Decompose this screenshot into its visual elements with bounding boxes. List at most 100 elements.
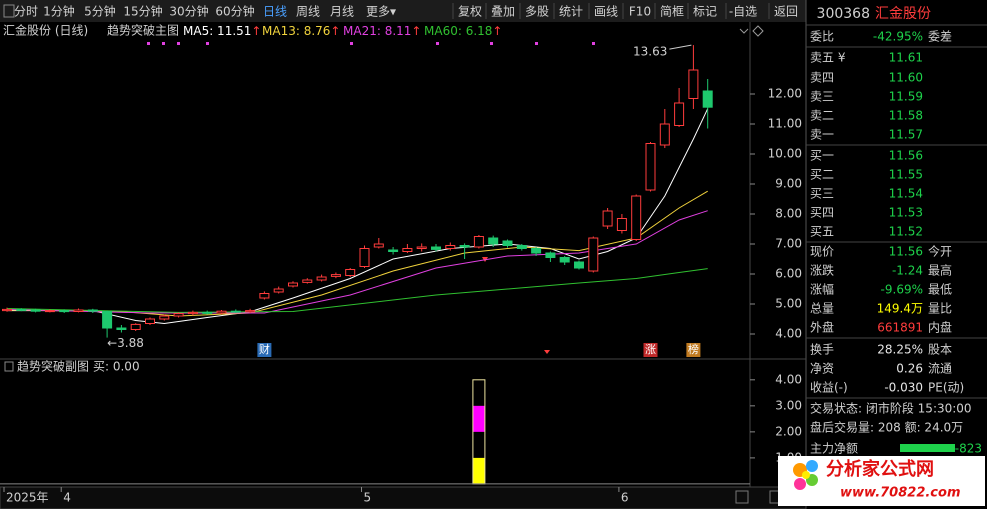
candle-body — [388, 249, 399, 252]
trend-arrow: ↑ — [330, 24, 340, 38]
event-tag: 榜 — [688, 342, 699, 356]
tool-button[interactable]: 简框 — [660, 5, 684, 19]
tool-button[interactable]: 叠加 — [491, 5, 515, 19]
quote-label: 现价 — [810, 245, 834, 259]
event-tag: 财 — [259, 342, 270, 356]
stock-name: 汇金股份 — [875, 6, 931, 22]
candle-body — [674, 102, 685, 126]
signal-marker — [490, 42, 493, 45]
period-tab[interactable]: 分时 — [14, 5, 38, 19]
quote-label: 卖一 — [810, 128, 834, 142]
event-tag-bg — [643, 343, 658, 357]
menu-icon[interactable] — [3, 4, 15, 18]
period-tab[interactable]: 30分钟 — [169, 4, 208, 19]
period-tab[interactable]: 更多▾ — [366, 5, 396, 19]
pane-icon[interactable] — [4, 361, 14, 372]
period-tab[interactable]: 1分钟 — [43, 4, 75, 19]
candle-body — [202, 311, 213, 314]
ma-legend-value: MA21: 8.11 — [343, 24, 411, 38]
candle-body — [631, 195, 642, 240]
quote-value: 28.25% — [877, 343, 923, 357]
tool-button[interactable]: 标记 — [693, 5, 717, 19]
watermark-name: 分析家公式网 — [826, 458, 934, 480]
zoom-button[interactable] — [735, 490, 749, 504]
dropdown-icon[interactable] — [739, 28, 749, 34]
candle-body — [302, 279, 313, 283]
candle-body — [87, 309, 98, 312]
signal-marker — [592, 42, 595, 45]
logo-petal — [794, 478, 806, 490]
tool-button[interactable]: 复权 — [458, 5, 482, 19]
tool-button[interactable]: 多股 — [525, 5, 549, 19]
tool-button[interactable]: F10 — [629, 5, 651, 19]
quote-label: 流通 — [928, 362, 952, 376]
signal-marker — [436, 42, 439, 45]
tool-button[interactable]: 画线 — [594, 5, 618, 19]
quote-label: 最高 — [928, 263, 952, 278]
candle-body — [516, 245, 527, 249]
quote-label: 涨幅 — [810, 282, 834, 297]
period-tab[interactable]: 15分钟 — [123, 4, 162, 19]
period-tab[interactable]: 月线 — [330, 5, 354, 19]
candle-body — [230, 310, 241, 313]
after-hours: 盘后交易量: 208 额: 24.0万 — [810, 420, 963, 435]
candle-body — [459, 245, 470, 248]
logo-center — [802, 471, 810, 479]
period-tab[interactable]: 60分钟 — [215, 4, 254, 19]
signal-marker — [162, 42, 165, 45]
chart-title: 汇金股份 (日线) — [3, 23, 88, 38]
quote-label: 总量 — [810, 302, 834, 316]
diamond-icon[interactable] — [752, 25, 764, 37]
y-tick-label: 12.00 — [768, 87, 802, 101]
candle-body — [145, 318, 155, 324]
stock-code: 300368 — [817, 6, 870, 22]
low-annotation: ←3.88 — [107, 336, 144, 350]
candle-body — [373, 243, 384, 248]
quote-value: -9.69% — [881, 283, 923, 297]
ma-legend: MA60: 6.18↑ — [424, 24, 502, 38]
quote-label: 换手 — [810, 343, 834, 357]
quote-label: PE(动) — [928, 381, 964, 395]
tool-button[interactable]: 返回 — [774, 5, 798, 19]
candle-body — [245, 310, 256, 313]
y-tick-label: 5.00 — [775, 297, 802, 311]
quote-label: 卖四 — [810, 71, 834, 85]
candle-body — [574, 261, 584, 269]
signal-marker — [350, 42, 353, 45]
annotation-leader — [669, 44, 692, 50]
candle-body — [44, 310, 55, 313]
candle-body — [73, 309, 84, 312]
quote-value: 11.56 — [889, 149, 923, 163]
candle-body — [473, 236, 484, 248]
candle-body — [645, 143, 656, 191]
ma-legend-value: MA5: 11.51 — [183, 24, 251, 38]
quote-value: 11.61 — [889, 51, 923, 65]
candle-body — [588, 237, 599, 272]
quote-value: 11.57 — [889, 128, 923, 142]
tool-button[interactable]: 统计 — [559, 5, 583, 19]
quote-label: 量比 — [928, 302, 952, 316]
x-tick-label: 6 — [621, 491, 629, 505]
tool-button[interactable]: -自选 — [729, 5, 757, 19]
quote-value: 11.54 — [889, 187, 923, 201]
candle-body — [431, 246, 441, 250]
y-tick-label: 4.00 — [775, 372, 802, 386]
period-tab[interactable]: 5分钟 — [84, 4, 116, 19]
candle-body — [330, 274, 341, 277]
period-tab[interactable]: 日线 — [263, 5, 287, 19]
candle-body — [402, 248, 413, 252]
period-tab[interactable]: 周线 — [296, 5, 320, 19]
quote-label: 买二 — [810, 168, 834, 182]
quote-label: 净资 — [810, 362, 834, 376]
ma-legend: MA5: 11.51↑ — [183, 24, 261, 38]
y-tick-label: 4.00 — [775, 327, 802, 341]
quote-label: 买三 — [810, 187, 834, 201]
quote-value: 11.56 — [889, 245, 923, 259]
logo-petal — [806, 460, 818, 472]
main-flow-label: 主力净额 — [810, 442, 858, 456]
quote-value: 11.55 — [889, 168, 923, 182]
candle-body — [416, 246, 427, 249]
quote-label: 今开 — [928, 244, 952, 259]
x-tick-label: 2025年 — [6, 491, 49, 505]
ma-legend-value: MA13: 8.76 — [262, 24, 330, 38]
